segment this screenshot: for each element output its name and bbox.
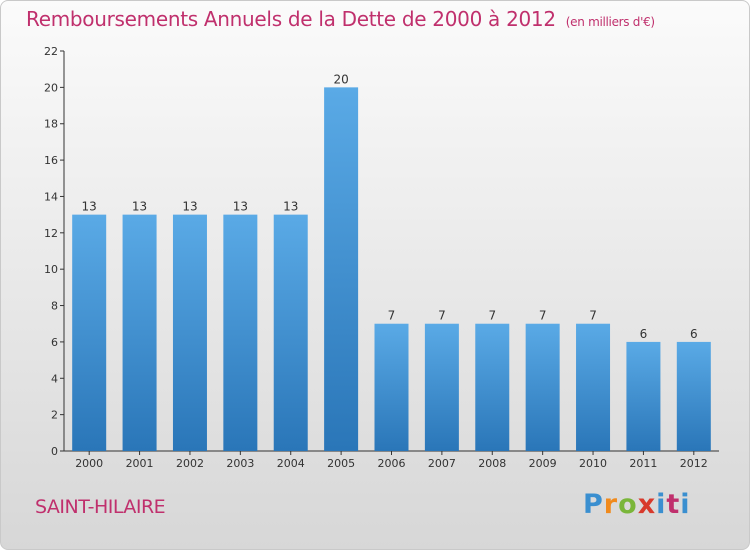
y-tick-label: 2	[51, 409, 58, 422]
logo-letter: i	[680, 489, 691, 520]
bar	[626, 341, 661, 451]
chart-title-text: Remboursements Annuels de la Dette de 20…	[26, 7, 556, 31]
x-tick-label: 2002	[176, 457, 204, 470]
data-label: 7	[488, 309, 496, 323]
data-label: 7	[388, 309, 396, 323]
y-tick-label: 22	[44, 45, 58, 58]
x-tick-label: 2003	[226, 457, 254, 470]
x-tick-label: 2006	[378, 457, 406, 470]
y-tick-label: 10	[44, 263, 58, 276]
data-label: 13	[132, 200, 147, 214]
x-tick-label: 2011	[629, 457, 657, 470]
y-tick-label: 6	[51, 336, 58, 349]
logo-letter: P	[583, 489, 604, 520]
y-tick-label: 12	[44, 227, 58, 240]
commune-name: SAINT-HILAIRE	[35, 496, 166, 518]
bar	[475, 323, 510, 451]
data-label: 13	[182, 200, 197, 214]
bar	[676, 341, 711, 451]
bar	[273, 214, 308, 451]
y-tick-label: 18	[44, 118, 58, 131]
x-tick-label: 2009	[529, 457, 557, 470]
bar	[374, 323, 409, 451]
bar	[172, 214, 207, 451]
chart-unit-label: (en milliers d'€)	[565, 15, 655, 29]
y-tick-label: 8	[51, 300, 58, 313]
chart-labels: 2000 13 2001 13 2002 13 2003 13 2004 13 2005 20 2006…	[75, 72, 708, 470]
data-label: 13	[233, 200, 248, 214]
x-tick-label: 2001	[126, 457, 154, 470]
chart-title: Remboursements Annuels de la Dette de 20…	[26, 7, 655, 31]
x-tick-label: 2004	[277, 457, 305, 470]
y-tick-label: 4	[51, 372, 58, 385]
y-tick-label: 14	[44, 190, 58, 203]
data-label: 13	[283, 200, 298, 214]
data-label: 13	[82, 200, 97, 214]
data-label: 7	[539, 309, 547, 323]
bar	[324, 87, 359, 451]
bar	[525, 323, 560, 451]
bar	[122, 214, 157, 451]
bar	[576, 323, 611, 451]
logo-letter: i	[656, 489, 667, 520]
proxiti-logo: Proxiti	[583, 489, 691, 525]
logo-letter: o	[618, 489, 638, 520]
x-tick-label: 2012	[680, 457, 708, 470]
y-tick-label: 20	[44, 81, 58, 94]
x-tick-label: 2000	[75, 457, 103, 470]
bar	[424, 323, 459, 451]
data-label: 7	[589, 309, 597, 323]
data-label: 6	[690, 327, 698, 341]
bar	[223, 214, 258, 451]
bar	[72, 214, 107, 451]
logo-letter: x	[637, 489, 657, 520]
data-label: 6	[640, 327, 648, 341]
x-tick-label: 2010	[579, 457, 607, 470]
x-tick-label: 2008	[478, 457, 506, 470]
x-tick-label: 2005	[327, 457, 355, 470]
y-tick-label: 0	[51, 445, 58, 458]
logo-letter: r	[603, 489, 619, 520]
x-tick-label: 2007	[428, 457, 456, 470]
logo-letter: t	[666, 489, 681, 520]
data-label: 20	[333, 72, 348, 86]
data-label: 7	[438, 309, 446, 323]
chart-bars	[72, 87, 711, 451]
y-tick-label: 16	[44, 154, 58, 167]
